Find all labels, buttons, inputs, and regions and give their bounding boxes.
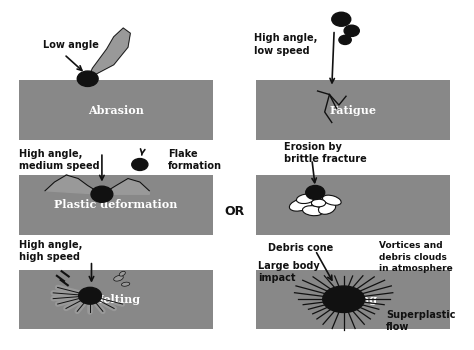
Text: Vortices and
debris clouds
in atmosphere: Vortices and debris clouds in atmosphere bbox=[379, 241, 453, 273]
Bar bbox=[256, 80, 450, 140]
Circle shape bbox=[91, 186, 113, 202]
Circle shape bbox=[77, 71, 98, 86]
Bar bbox=[256, 270, 450, 329]
Text: Plastic deformation: Plastic deformation bbox=[55, 199, 178, 210]
Polygon shape bbox=[102, 178, 149, 194]
Text: Abrasion: Abrasion bbox=[88, 105, 144, 116]
Ellipse shape bbox=[319, 202, 336, 214]
Text: Flake
formation: Flake formation bbox=[168, 149, 222, 171]
Text: Large body
impact: Large body impact bbox=[258, 261, 320, 283]
Circle shape bbox=[339, 35, 351, 44]
Text: High angle,
low speed: High angle, low speed bbox=[254, 33, 317, 56]
Ellipse shape bbox=[311, 199, 326, 207]
Ellipse shape bbox=[302, 206, 323, 216]
Bar bbox=[19, 270, 213, 329]
Bar bbox=[19, 80, 213, 140]
Text: Low angle: Low angle bbox=[43, 40, 99, 50]
Ellipse shape bbox=[296, 194, 315, 204]
Text: Melting: Melting bbox=[91, 294, 141, 305]
Ellipse shape bbox=[119, 271, 125, 276]
Circle shape bbox=[306, 186, 325, 199]
Circle shape bbox=[344, 25, 359, 36]
Text: Erosion by
brittle fracture: Erosion by brittle fracture bbox=[284, 142, 367, 164]
Circle shape bbox=[332, 12, 351, 26]
Bar bbox=[19, 175, 213, 234]
Text: Melting: Melting bbox=[328, 294, 378, 305]
Text: OR: OR bbox=[225, 205, 245, 218]
Ellipse shape bbox=[114, 275, 123, 281]
Text: Debris cone: Debris cone bbox=[268, 243, 333, 253]
Text: High angle,
high speed: High angle, high speed bbox=[19, 240, 82, 262]
Ellipse shape bbox=[121, 282, 130, 286]
Circle shape bbox=[79, 287, 101, 304]
Polygon shape bbox=[45, 175, 102, 194]
Bar bbox=[256, 175, 450, 234]
Ellipse shape bbox=[323, 286, 365, 313]
Polygon shape bbox=[88, 28, 130, 79]
Text: High angle,
medium speed: High angle, medium speed bbox=[19, 149, 100, 171]
Ellipse shape bbox=[322, 195, 341, 205]
Text: Fatigue: Fatigue bbox=[329, 105, 377, 116]
Circle shape bbox=[132, 159, 148, 170]
Text: Superplastic
flow: Superplastic flow bbox=[386, 310, 456, 332]
Ellipse shape bbox=[289, 198, 313, 211]
